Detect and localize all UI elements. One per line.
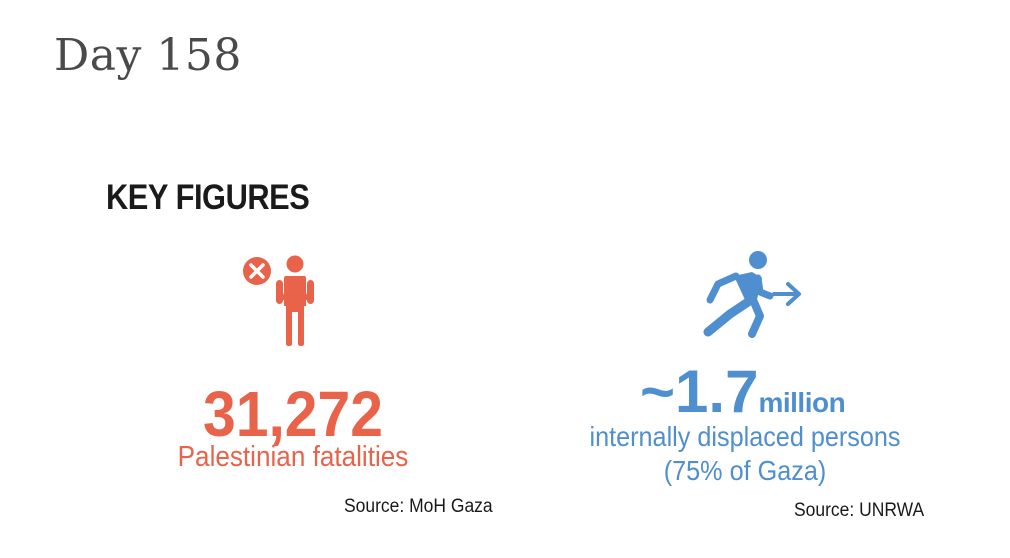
person-fatality-icon <box>238 252 324 348</box>
displaced-value-number: ~1.7 <box>640 358 759 425</box>
displaced-value: ~1.7million <box>640 362 846 422</box>
person-running-arrow-icon <box>700 248 806 338</box>
displaced-label-line2: (75% of Gaza) <box>663 454 827 486</box>
displaced-label-line1: internally displaced persons <box>589 421 901 452</box>
fatalities-label: Palestinian fatalities <box>177 441 409 473</box>
page-title: Day 158 <box>54 30 242 81</box>
fatalities-source: Source: MoH Gaza <box>344 496 493 517</box>
fatalities-value: 31,272 <box>202 378 384 450</box>
displaced-label: internally displaced persons (75% of Gaz… <box>579 420 912 487</box>
section-heading: KEY FIGURES <box>106 178 310 217</box>
displaced-value-unit: million <box>758 387 846 418</box>
displaced-source: Source: UNRWA <box>794 500 925 521</box>
